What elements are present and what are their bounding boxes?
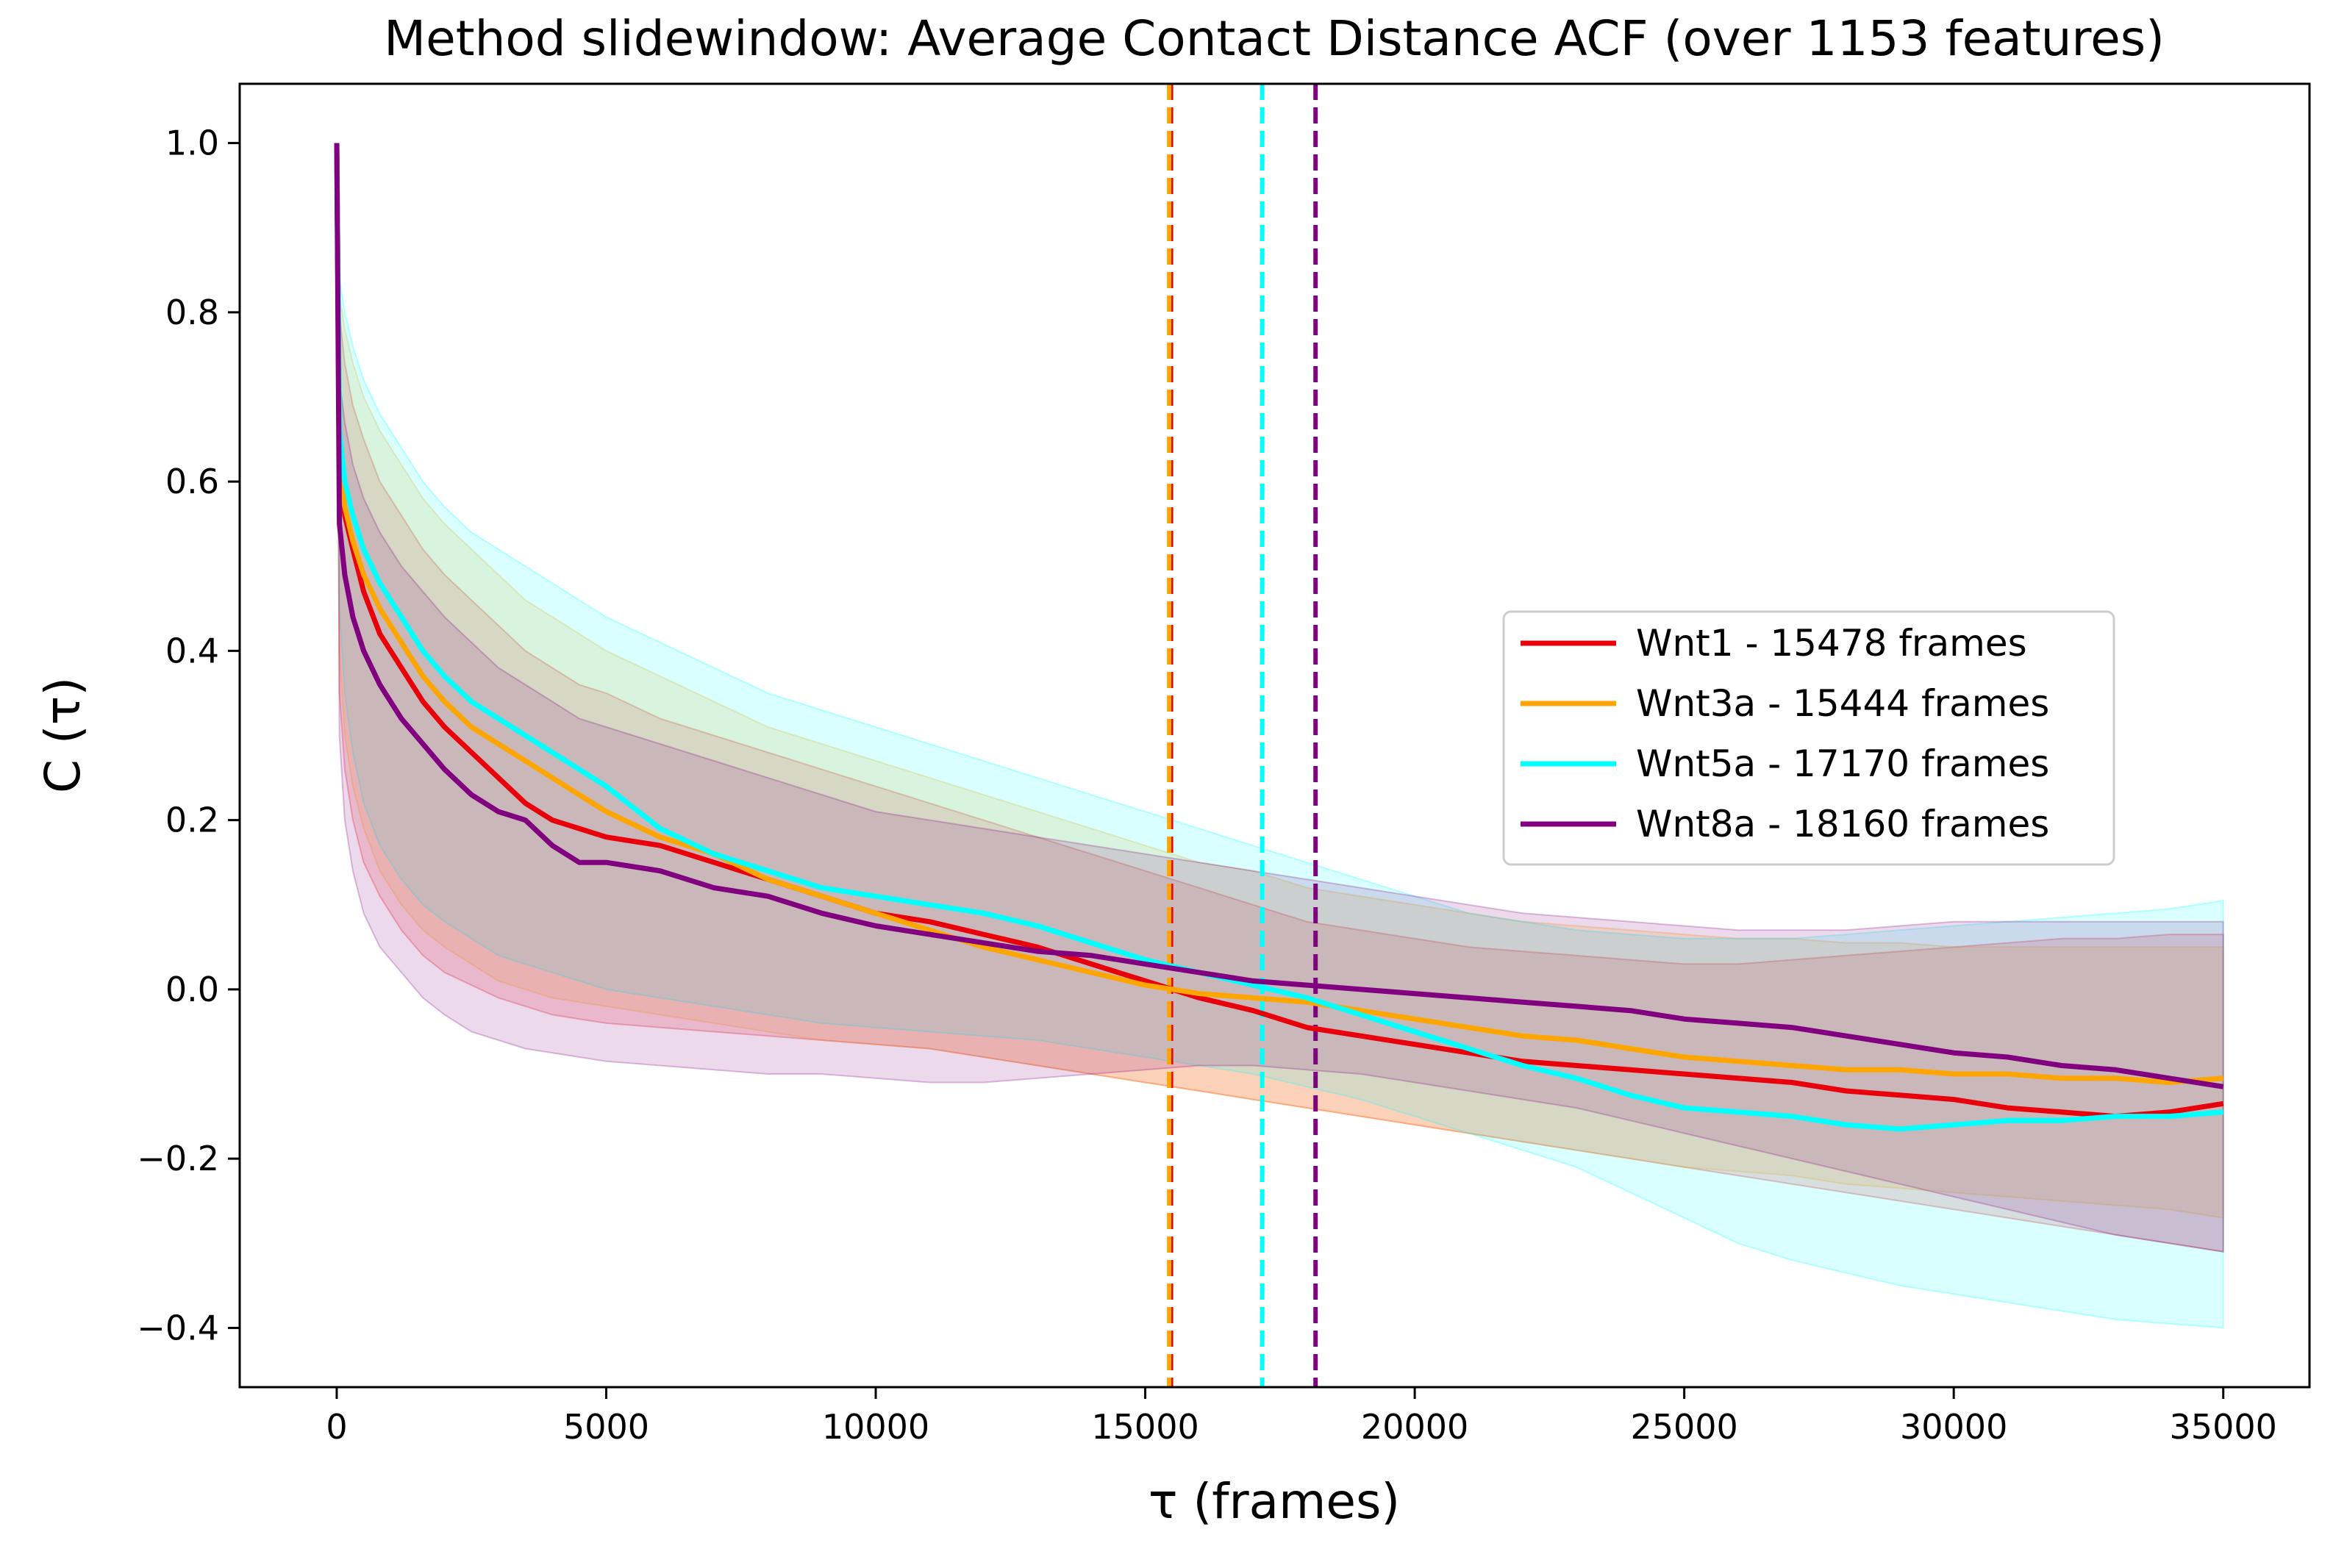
y-tick-label: −0.4	[137, 1308, 219, 1347]
legend: Wnt1 - 15478 frames Wnt3a - 15444 frames W…	[1502, 610, 2115, 866]
legend-label-3: Wnt5a - 17170 frames	[1636, 742, 2049, 785]
y-tick-label: 0.4	[165, 631, 219, 670]
y-axis-ticks: −0.4 −0.2 0.0 0.2 0.4 0.6 0.8 1.0	[137, 123, 240, 1347]
decorrelation-lines	[1167, 84, 1318, 1387]
confidence-bands	[336, 143, 2224, 1329]
y-tick-label: 0.6	[165, 462, 219, 501]
x-tick-label: 10000	[822, 1407, 929, 1447]
y-tick-label: −0.2	[137, 1139, 219, 1178]
band-series-1	[336, 143, 2224, 1253]
x-tick-label: 15000	[1091, 1407, 1198, 1447]
x-tick-label: 30000	[1900, 1407, 2007, 1447]
line-series-2	[334, 143, 2223, 1085]
line-series-1	[334, 143, 2224, 1120]
band-series-2	[336, 143, 2224, 1219]
y-tick-label: 1.0	[165, 123, 219, 163]
x-axis-label: τ (frames)	[1149, 1473, 1400, 1530]
y-tick-label: 0.0	[165, 970, 219, 1009]
legend-label-4: Wnt8a - 18160 frames	[1636, 803, 2049, 845]
x-tick-label: 20000	[1361, 1407, 1468, 1447]
x-tick-label: 25000	[1630, 1407, 1737, 1447]
line-series-3	[334, 143, 2223, 1132]
x-tick-label: 35000	[2170, 1407, 2277, 1447]
y-axis-label: C (τ)	[35, 677, 91, 793]
line-series-4	[334, 143, 2224, 1089]
x-tick-label: 5000	[563, 1407, 649, 1447]
y-tick-label: 0.2	[165, 801, 219, 840]
plot-frame	[238, 82, 2311, 1389]
legend-label-2: Wnt3a - 15444 frames	[1636, 682, 2049, 725]
legend-box	[1502, 610, 2115, 866]
chart-title: Method slidewindow: Average Contact Dist…	[384, 10, 2165, 67]
legend-label-1: Wnt1 - 15478 frames	[1636, 622, 2027, 665]
mean-lines	[334, 143, 2224, 1132]
x-axis-ticks: 0 5000 10000 15000 20000 25000 30000 35000	[326, 1387, 2277, 1447]
y-tick-label: 0.8	[165, 293, 219, 332]
x-tick-label: 0	[326, 1407, 347, 1447]
